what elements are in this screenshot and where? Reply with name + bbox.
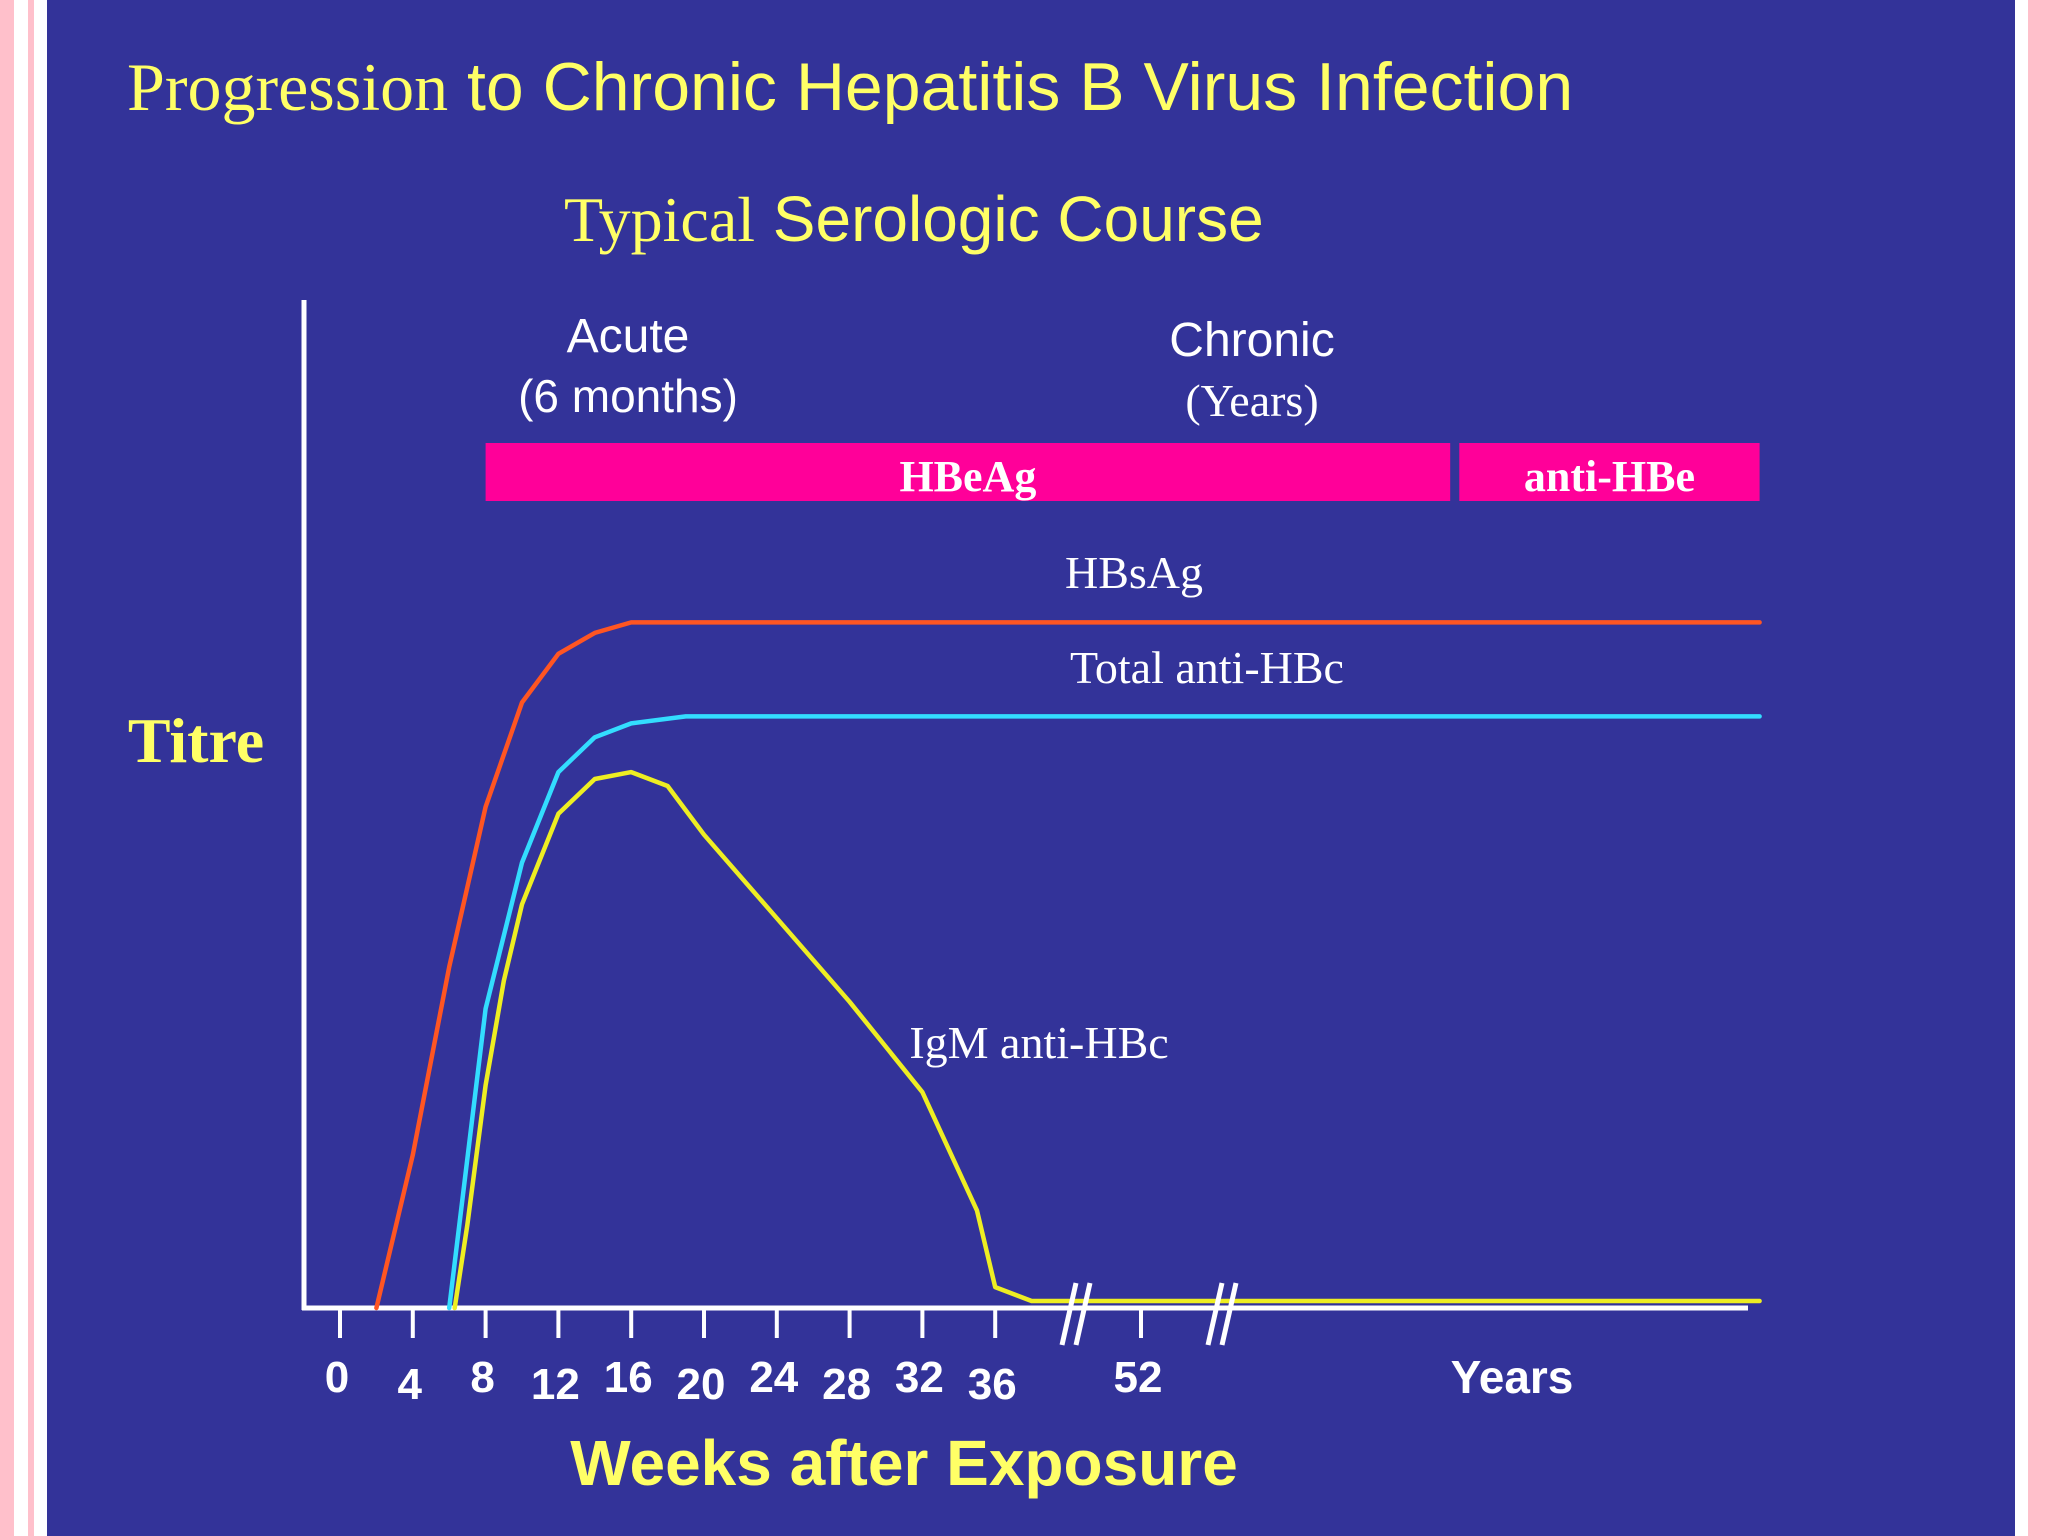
x-tick-label-0: 0 (325, 1353, 349, 1402)
axis-break-2 (1205, 1282, 1239, 1346)
title-serif-part: Progression (127, 49, 449, 125)
x-tick-label-52: 52 (1114, 1353, 1163, 1402)
slide: Progression to Chronic Hepatitis B Virus… (47, 0, 2015, 1536)
x-tick-label-24: 24 (749, 1353, 798, 1402)
x-tick-label-32: 32 (895, 1353, 944, 1402)
x-tick-label-36: 36 (968, 1360, 1017, 1409)
right-pink-border (2028, 0, 2048, 1536)
band-label-anti-hbe: anti-HBe (1524, 452, 1695, 501)
x-tick-label-4: 4 (398, 1360, 423, 1409)
band-anti-hbe (1459, 443, 1760, 501)
series-line-total-anti-hbc (446, 714, 1762, 1311)
phase-chronic-sublabel: (Years) (1185, 375, 1318, 426)
subtitle-sans-part: Serologic Course (772, 183, 1264, 255)
x-tail-label: Years (1451, 1351, 1574, 1403)
left-pink-line (28, 0, 34, 1536)
series-line-hbsag (374, 620, 1762, 1311)
y-axis-label: Titre (128, 705, 264, 776)
band-label-hbeag: HBeAg (899, 452, 1036, 501)
series-label-hbsag: HBsAg (1065, 547, 1203, 598)
phase-acute-label: Acute (567, 310, 690, 363)
series-label-total-anti-hbc: Total anti-HBc (1070, 642, 1344, 693)
x-axis-label: Weeks after Exposure (570, 1427, 1238, 1499)
phase-acute-sublabel: (6 months) (518, 370, 738, 422)
left-pink-border (0, 0, 14, 1536)
x-tick-label-12: 12 (531, 1360, 580, 1409)
phase-chronic-label: Chronic (1169, 314, 1334, 367)
axis-break-1 (1059, 1282, 1093, 1346)
subtitle-serif-part: Typical (564, 184, 755, 255)
x-tick-label-8: 8 (470, 1353, 494, 1402)
series-label-igm-anti-hbc: IgM anti-HBc (909, 1017, 1168, 1068)
x-tick-label-16: 16 (604, 1353, 653, 1402)
series-line-igm-anti-hbc (452, 769, 1762, 1311)
band-hbeag (485, 443, 1451, 501)
title-sans-part: to Chronic Hepatitis B Virus Infection (467, 49, 1574, 125)
x-tick-label-20: 20 (677, 1360, 726, 1409)
x-tick-label-28: 28 (822, 1360, 871, 1409)
